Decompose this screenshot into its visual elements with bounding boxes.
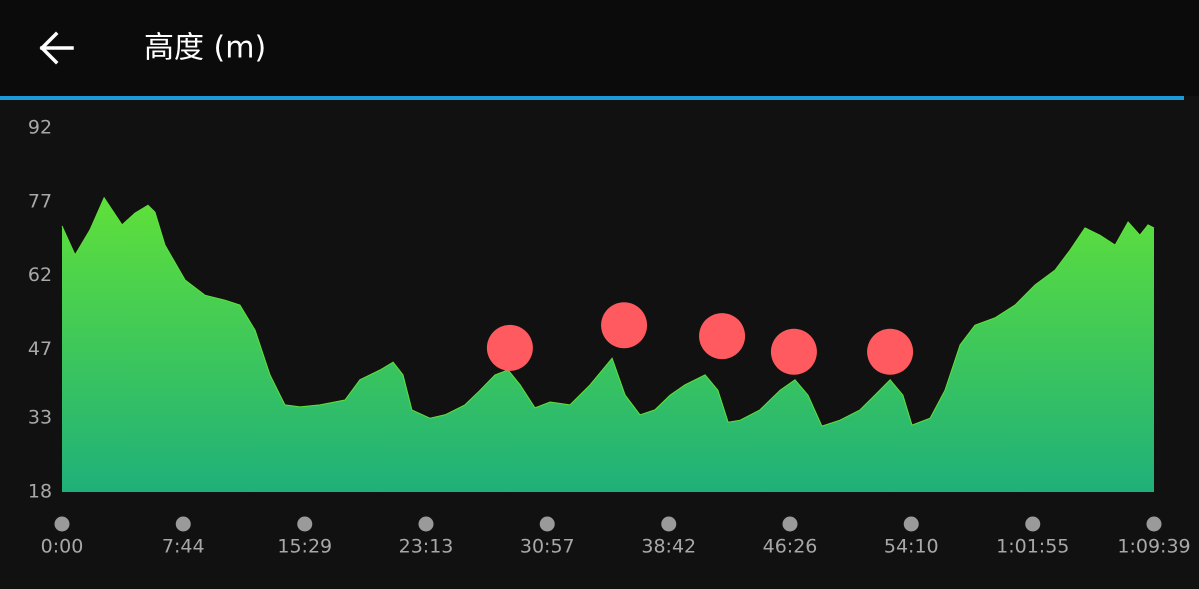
x-tick-label: 15:29 [277, 536, 332, 558]
app-bar-divider [0, 96, 1184, 100]
x-tick-label: 30:57 [520, 536, 575, 558]
page-title: 高度 (m) [144, 31, 266, 66]
x-tick-label: 1:09:39 [1117, 536, 1190, 558]
y-tick-label: 33 [28, 407, 52, 429]
y-tick-label: 62 [28, 264, 52, 286]
x-tick-dot [1146, 516, 1162, 532]
x-tick-dot [782, 516, 798, 532]
area-line [61, 196, 1155, 427]
y-tick-label: 18 [28, 481, 52, 503]
app-bar [0, 0, 1199, 96]
marker [699, 313, 746, 360]
x-tick-dot [418, 516, 434, 532]
chart: 18 33 47 62 77 92 0:00 7:44 15:29 23:13 30:57 38:42… [28, 117, 1191, 558]
x-tick-label: 23:13 [399, 536, 454, 558]
x-tick-dot [1025, 516, 1041, 532]
y-tick-label: 47 [28, 338, 52, 360]
x-tick-dot [661, 516, 677, 532]
y-tick-label: 77 [28, 190, 52, 212]
y-tick-label: 92 [28, 117, 52, 139]
marker [601, 302, 648, 349]
back-button[interactable] [39, 31, 74, 65]
marker [486, 324, 533, 371]
marker [867, 328, 914, 375]
x-tick-dot [903, 516, 919, 532]
marker [770, 328, 817, 375]
area-fill [62, 197, 1154, 493]
x-tick-dot [54, 516, 70, 532]
x-tick-label: 46:26 [763, 536, 818, 558]
x-tick-label: 1:01:55 [996, 536, 1069, 558]
x-tick-dot [539, 516, 555, 532]
x-tick-label: 0:00 [41, 536, 84, 558]
x-tick-dot [175, 516, 191, 532]
x-tick-label: 7:44 [162, 536, 205, 558]
x-tick-label: 54:10 [884, 536, 939, 558]
x-tick-label: 38:42 [641, 536, 696, 558]
x-tick-dot [297, 516, 313, 532]
